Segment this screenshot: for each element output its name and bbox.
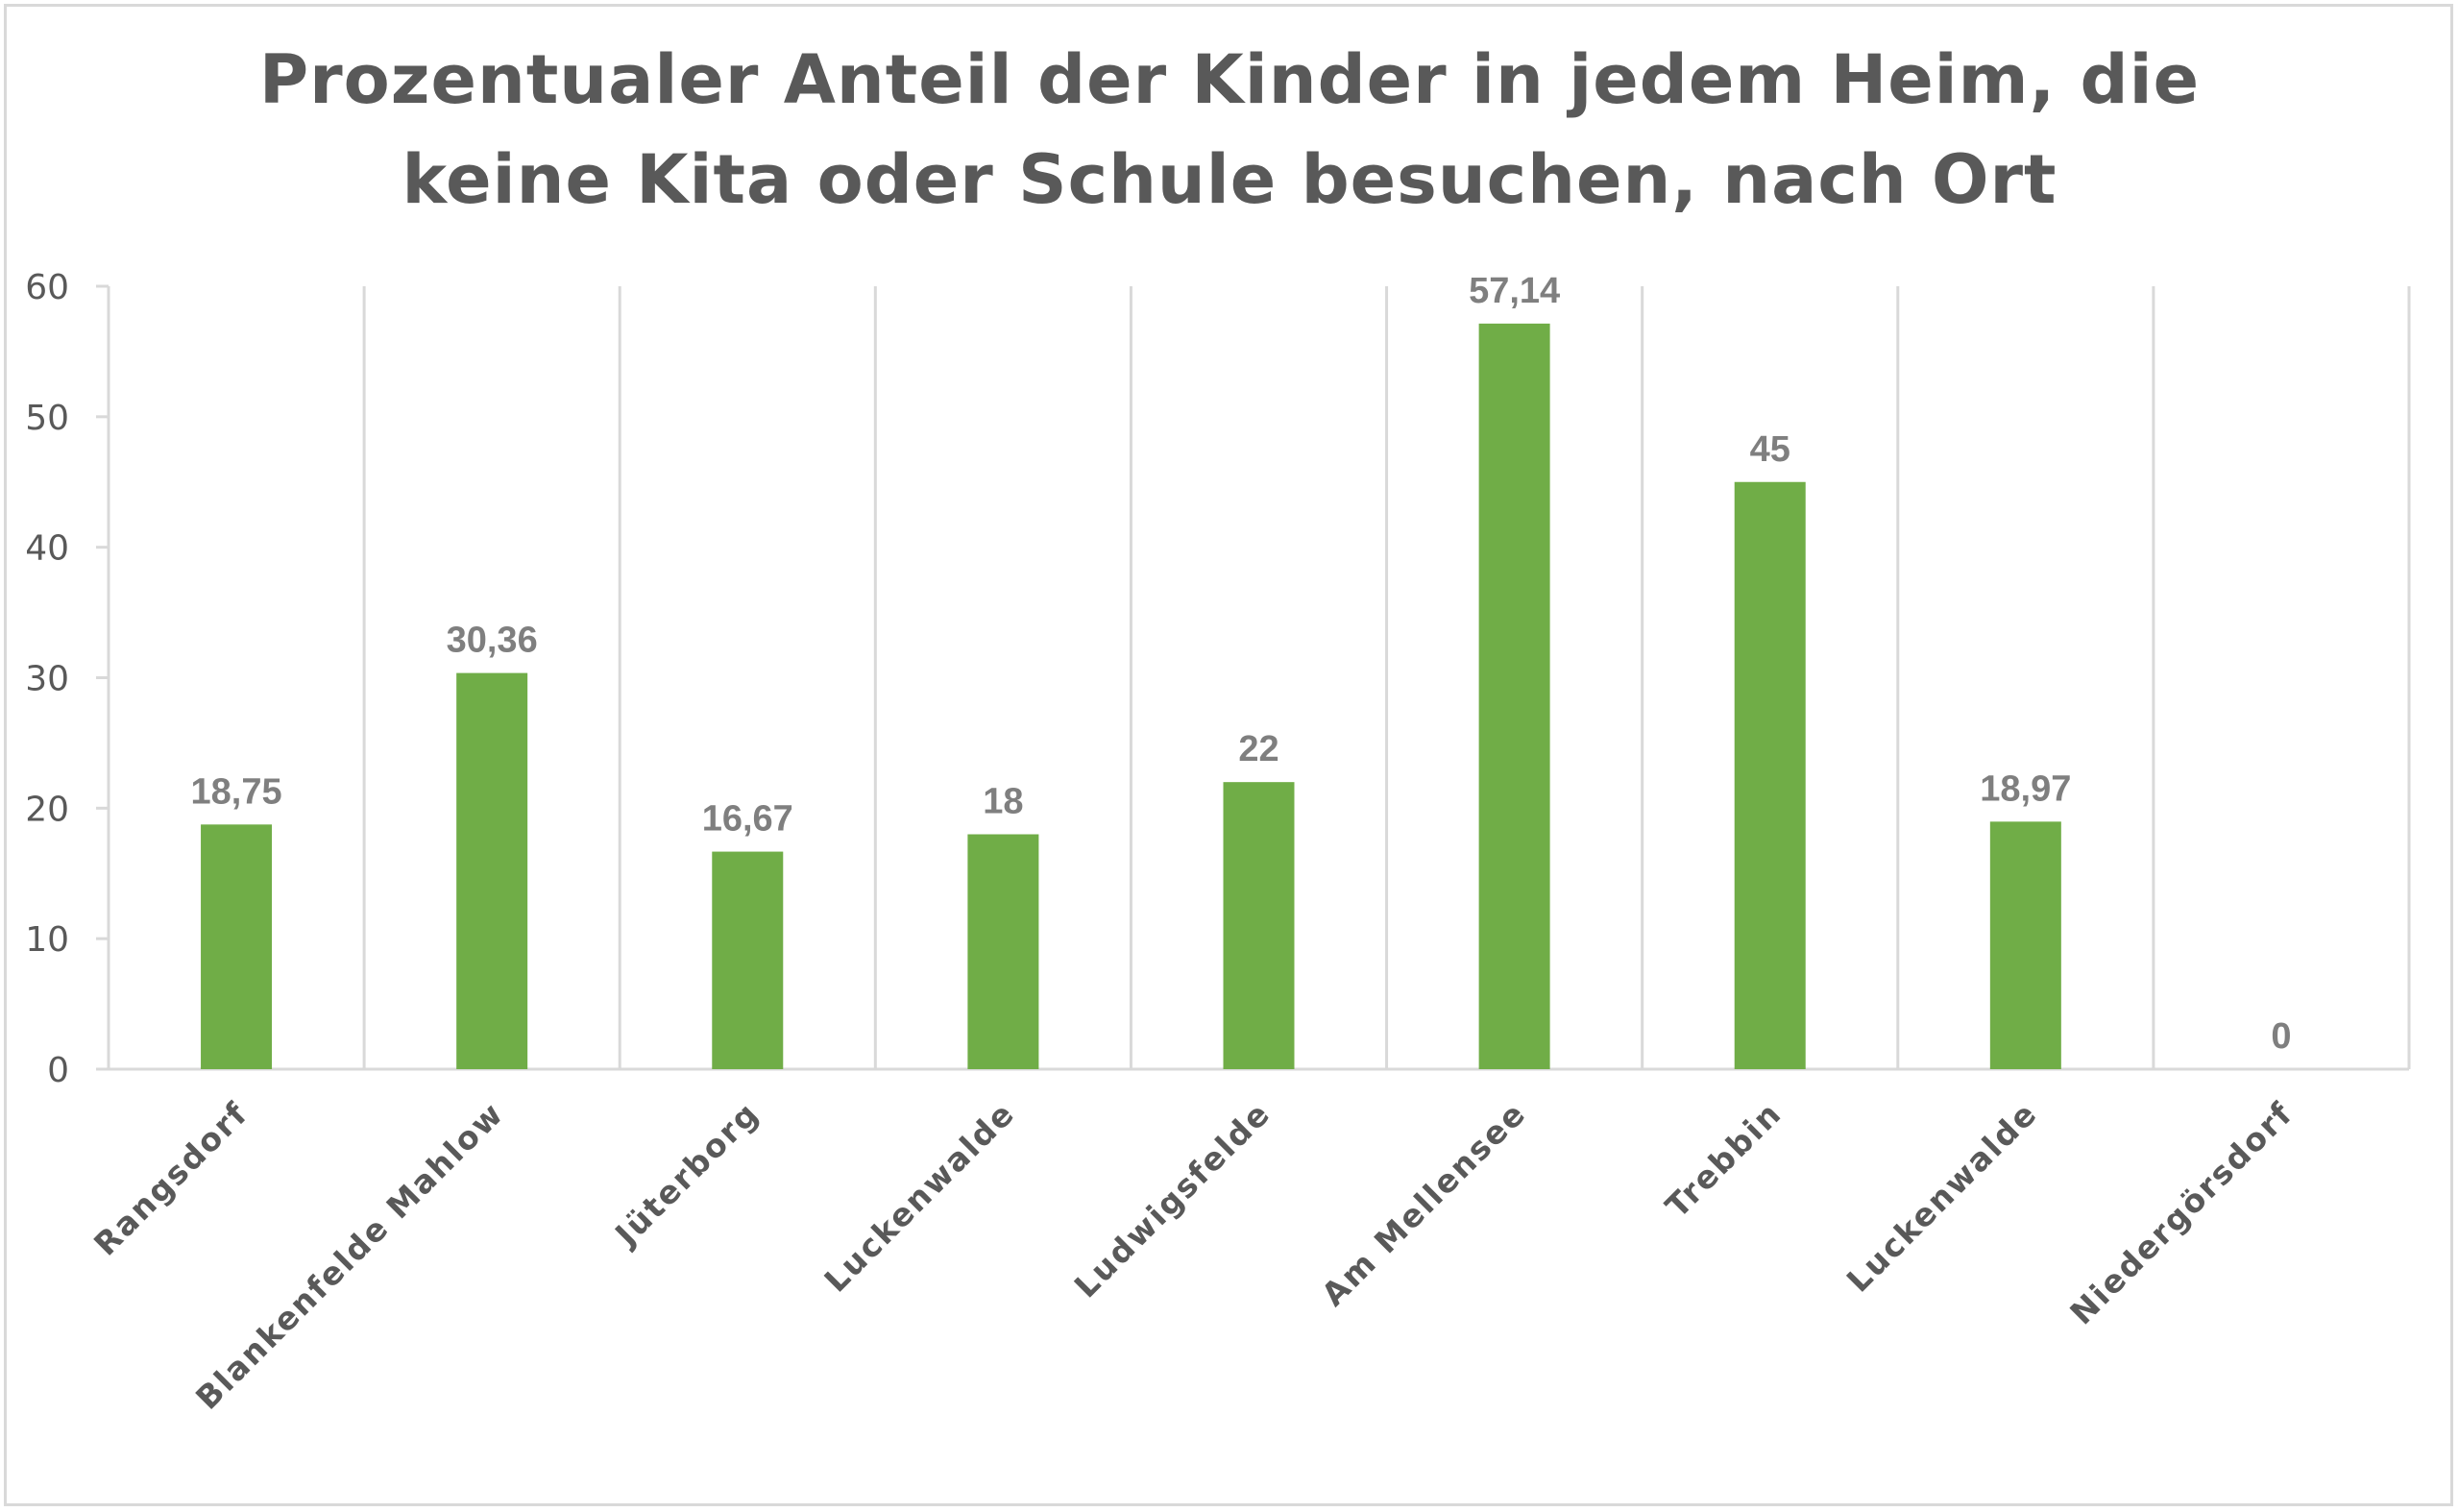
x-category-label: Luckenwalde <box>1839 1094 2045 1300</box>
y-tick-label: 20 <box>25 790 69 829</box>
data-label: 18,75 <box>191 771 282 812</box>
x-category-label: Trebbin <box>1658 1094 1789 1225</box>
x-category-label: Am Mellensee <box>1314 1094 1533 1313</box>
bar <box>967 834 1039 1069</box>
data-label: 0 <box>2271 1016 2291 1057</box>
y-tick-label: 40 <box>25 529 69 569</box>
bar <box>1734 481 1806 1069</box>
bar <box>1478 323 1550 1069</box>
bar <box>1223 782 1295 1069</box>
chart-title-line-2: keine Kita oder Schule besuchen, nach Or… <box>402 140 2057 219</box>
x-category-label: Luckenwalde <box>816 1094 1022 1300</box>
x-category-label: Niedergörsdorf <box>2062 1094 2300 1331</box>
x-category-label: Blankenfelde Mahlow <box>188 1094 511 1417</box>
y-tick-label: 60 <box>25 268 69 307</box>
data-label: 18,97 <box>1980 768 2071 809</box>
data-label: 45 <box>1750 429 1790 470</box>
y-tick-label: 30 <box>25 660 69 699</box>
x-category-label: Jüterborg <box>606 1094 766 1254</box>
chart-title-line-1: Prozentualer Anteil der Kinder in jedem … <box>258 40 2201 119</box>
y-tick-label: 50 <box>25 399 69 438</box>
bar <box>456 672 528 1069</box>
bar <box>1989 821 2061 1069</box>
data-label: 57,14 <box>1469 271 1560 311</box>
chart-frame <box>4 4 2453 1506</box>
bar <box>201 824 273 1069</box>
y-tick-label: 0 <box>47 1051 69 1090</box>
y-tick-label: 10 <box>25 920 69 960</box>
data-label: 16,67 <box>702 799 793 840</box>
x-category-label: Ludwigsfelde <box>1067 1094 1278 1305</box>
data-label: 22 <box>1238 729 1278 769</box>
data-label: 18 <box>983 782 1023 822</box>
bar <box>712 851 784 1069</box>
x-category-label: Rangsdorf <box>86 1094 256 1263</box>
data-label: 30,36 <box>447 621 538 661</box>
